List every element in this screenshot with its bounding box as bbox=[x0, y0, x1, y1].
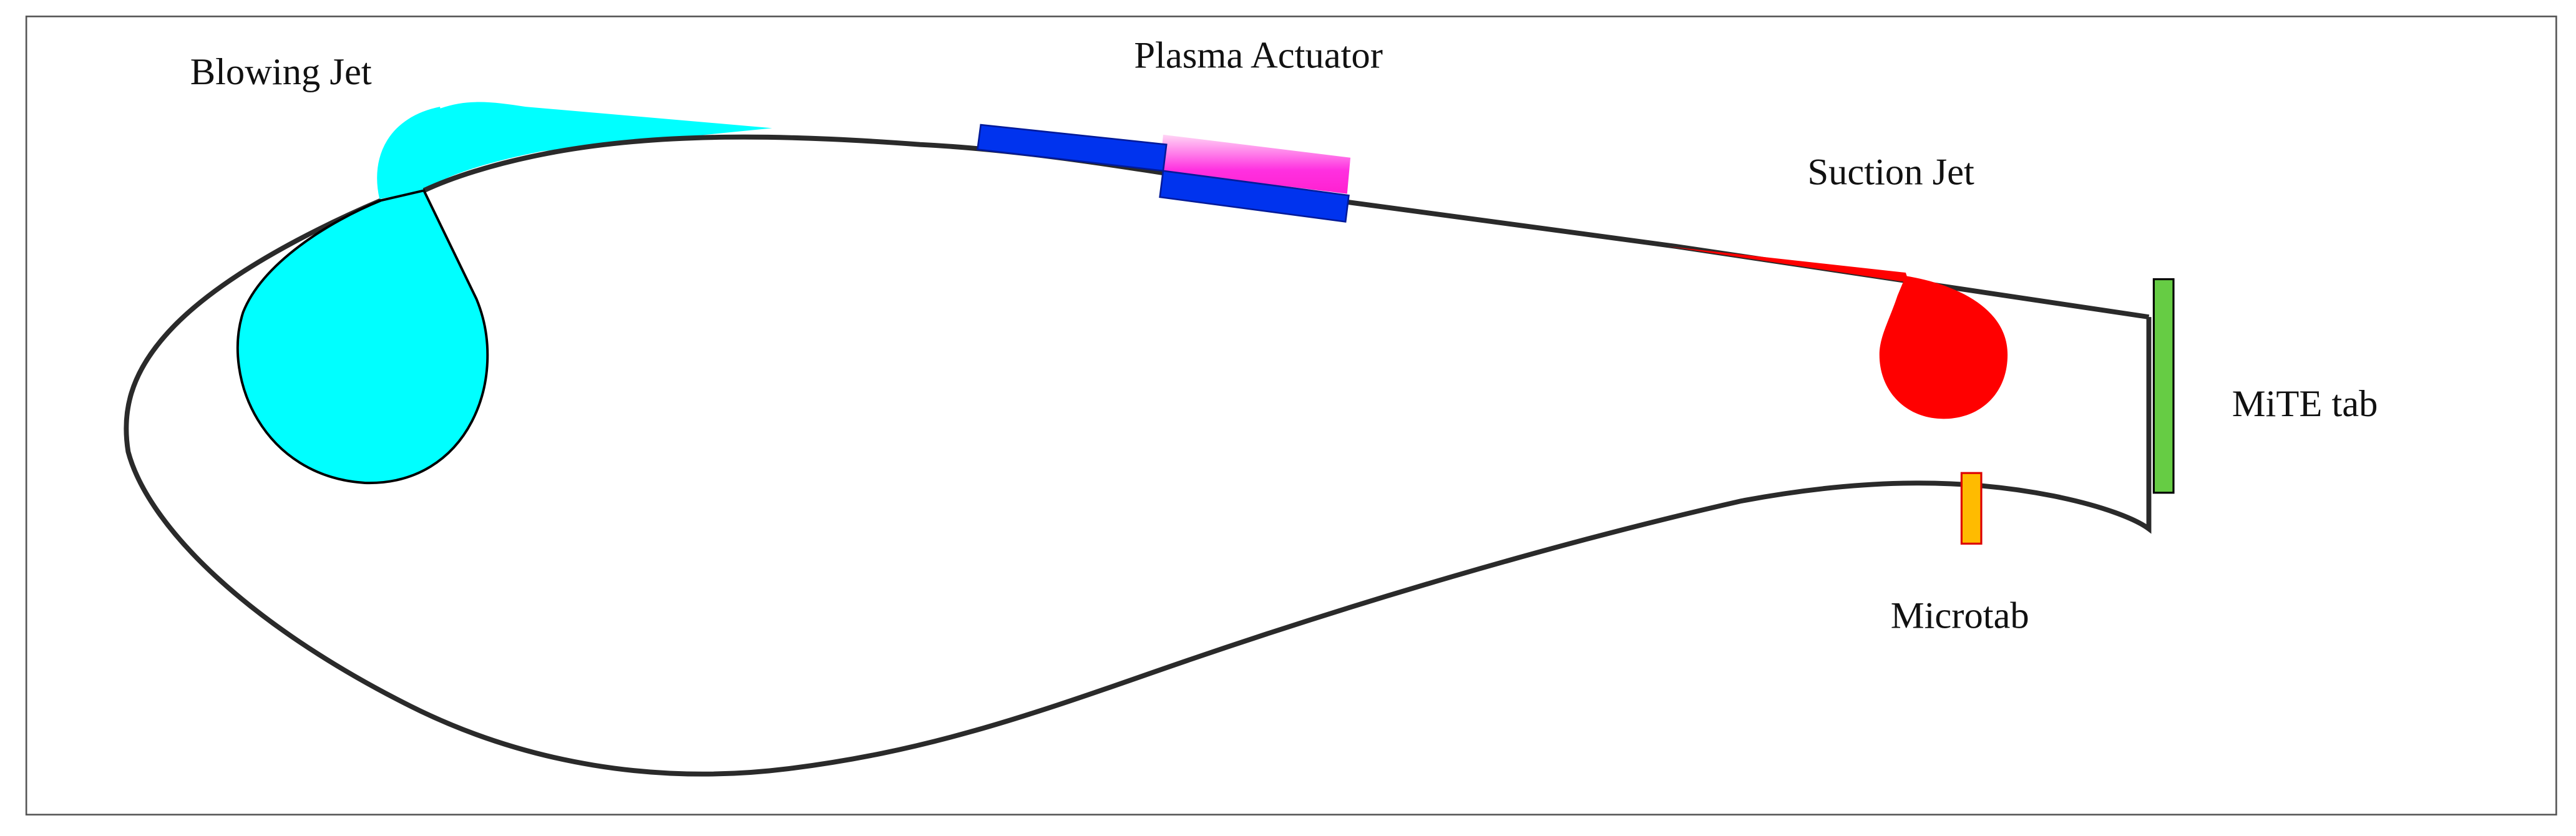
mite-tab bbox=[2152, 278, 2175, 494]
blowing-jet-cavity bbox=[236, 189, 489, 484]
plume-edge bbox=[377, 107, 441, 200]
label-blowing-jet: Blowing Jet bbox=[190, 51, 372, 93]
microtab bbox=[1960, 472, 1983, 545]
blowing-jet-plume bbox=[378, 102, 773, 199]
suction-jet-cavity bbox=[1879, 276, 2008, 419]
label-plasma-actuator: Plasma Actuator bbox=[1134, 35, 1383, 77]
label-mite-tab: MiTE tab bbox=[2232, 383, 2378, 425]
label-microtab: Microtab bbox=[1891, 595, 2029, 636]
plasma-electrode-lower bbox=[1159, 170, 1350, 223]
plasma-glow bbox=[1159, 134, 1351, 194]
suction-jet-plume bbox=[1667, 246, 1910, 283]
label-suction-jet: Suction Jet bbox=[1807, 152, 1974, 193]
